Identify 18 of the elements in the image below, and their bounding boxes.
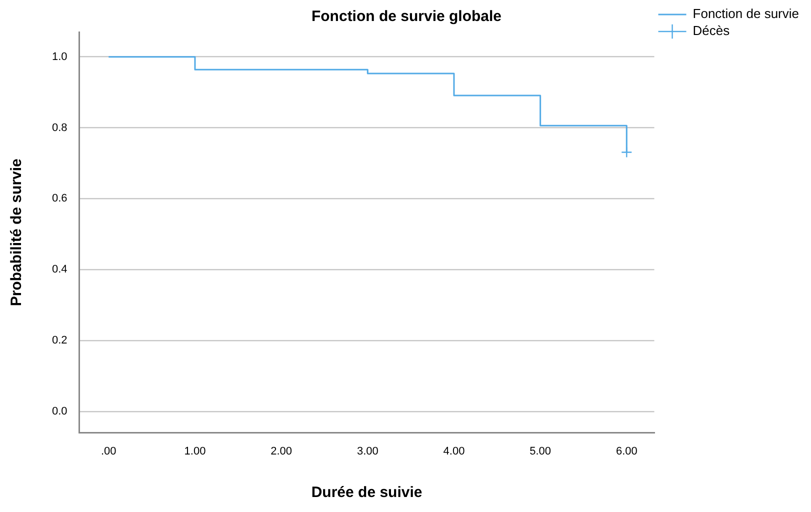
x-tick-label: 2.00 (270, 445, 292, 458)
y-tick-label: 0.6 (52, 192, 68, 205)
x-tick-label: 6.00 (616, 445, 638, 458)
y-axis-title: Probabilité de survie (8, 158, 26, 306)
y-tick-label: 0.2 (52, 334, 68, 347)
y-tick-label: 0.8 (52, 122, 68, 134)
x-tick-label: 1.00 (184, 445, 206, 458)
y-tick-label: 0.4 (52, 264, 68, 276)
x-tick-label: 4.00 (443, 445, 465, 458)
chart-title: Fonction de survie globale (311, 8, 502, 26)
x-tick-label: .00 (100, 445, 116, 458)
x-tick-label: 5.00 (530, 445, 552, 458)
legend-label: Fonction de survie (692, 6, 800, 22)
x-tick-label: 3.00 (356, 445, 378, 458)
x-axis-title: Durée de suivie (311, 484, 422, 502)
y-tick-label: 0.0 (52, 406, 68, 418)
y-tick-label: 1.0 (52, 50, 68, 63)
legend-label: Décès (692, 23, 730, 38)
